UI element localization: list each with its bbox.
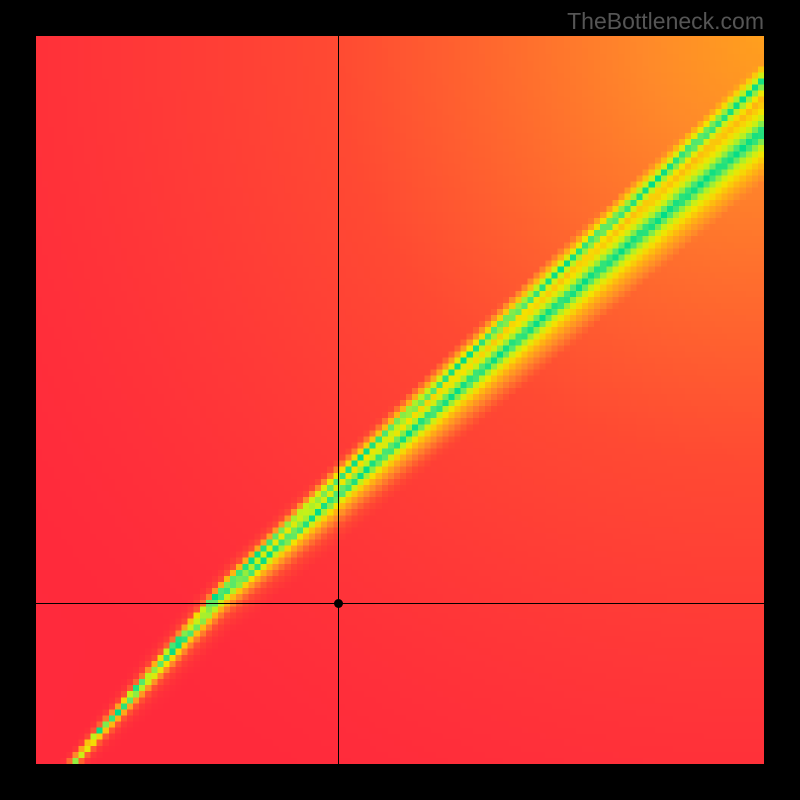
bottleneck-heatmap [36,36,764,764]
watermark-text: TheBottleneck.com [567,8,764,35]
marker-dot [334,599,343,608]
crosshair-horizontal [36,603,764,604]
crosshair-vertical [338,36,339,764]
